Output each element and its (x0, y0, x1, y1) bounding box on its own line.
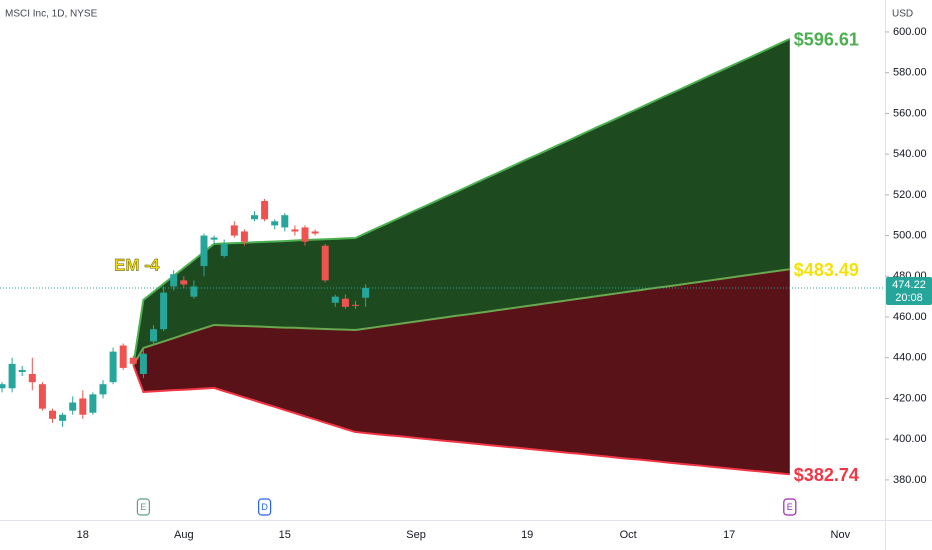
y-tick-label: 520.00 (893, 189, 927, 201)
event-label: E (787, 502, 793, 512)
candle-body (139, 353, 147, 375)
candle-body (129, 357, 137, 364)
candle-body (89, 394, 97, 413)
x-tick-label: 15 (279, 529, 291, 541)
x-tick-label: Oct (620, 529, 637, 541)
event-marker (783, 498, 797, 516)
candle-body (49, 410, 56, 419)
price-tag (886, 277, 932, 306)
candle-body (18, 369, 26, 372)
candle-body (8, 363, 16, 389)
candle-body (119, 345, 127, 368)
x-tick-label: Aug (174, 529, 194, 541)
candle-body (170, 274, 178, 287)
candle-body (109, 351, 117, 383)
expected-move-line (132, 364, 790, 476)
y-tick-label: 460.00 (893, 311, 927, 323)
candle-body (321, 245, 329, 281)
candle-body (210, 237, 218, 240)
price-tag-label: 474.22 (892, 279, 926, 291)
event-label: D (261, 502, 268, 512)
candle-body (251, 215, 258, 220)
y-tick-label: 560.00 (893, 107, 927, 119)
candle-body (160, 292, 168, 330)
candle-body (190, 286, 198, 297)
x-tick-label: 18 (77, 529, 89, 541)
candle-body (230, 225, 238, 236)
x-tick-label: 19 (521, 529, 533, 541)
candle-body (261, 200, 269, 220)
candle-body (291, 229, 299, 232)
plot-area (0, 37, 885, 476)
band-fill (133, 269, 790, 475)
band-fill (133, 38, 790, 366)
y-tick-label: 400.00 (893, 433, 927, 445)
chart-title: MSCI Inc, 1D, NYSE (5, 9, 98, 20)
candle-body (0, 384, 6, 389)
candle-body (301, 227, 309, 242)
candle-body (200, 235, 208, 267)
candle-body (271, 221, 279, 226)
x-tick-label: Nov (831, 529, 851, 541)
x-tick-label: 17 (723, 529, 735, 541)
y-tick-label: 440.00 (893, 352, 927, 364)
candle-body (362, 288, 370, 298)
candle-body (352, 304, 359, 306)
candle-body (79, 398, 87, 415)
candle-body (59, 414, 67, 421)
candle-body (69, 402, 77, 411)
currency-label: USD (892, 9, 913, 20)
candle-body (311, 231, 319, 234)
candle-body (38, 384, 46, 409)
y-tick-label: 500.00 (893, 229, 927, 241)
expected-move-line (132, 268, 790, 366)
event-marker (258, 498, 272, 516)
y-tick-label: 580.00 (893, 67, 927, 79)
event-label: E (140, 502, 146, 512)
candle-body (28, 374, 36, 383)
value-label: $483.49 (794, 260, 859, 280)
expected-move-line (132, 37, 791, 366)
y-tick-label: 600.00 (893, 26, 927, 38)
candle-body (220, 243, 228, 256)
event-marker (136, 498, 150, 516)
value-label: $382.74 (794, 465, 859, 485)
candle-body (150, 329, 157, 342)
x-tick-label: Sep (406, 529, 426, 541)
value-label: $596.61 (794, 30, 859, 50)
y-tick-label: 540.00 (893, 148, 927, 160)
candle-body (331, 296, 339, 303)
candle-body (180, 280, 188, 285)
annotation: EM -4 (114, 255, 160, 274)
countdown-label: 20:08 (895, 292, 923, 304)
candle-body (281, 215, 289, 228)
candle-body (240, 231, 248, 242)
candle-body (99, 384, 107, 395)
y-tick-label: 420.00 (893, 392, 927, 404)
candle-body (341, 298, 349, 307)
y-tick-label: 380.00 (893, 474, 927, 486)
